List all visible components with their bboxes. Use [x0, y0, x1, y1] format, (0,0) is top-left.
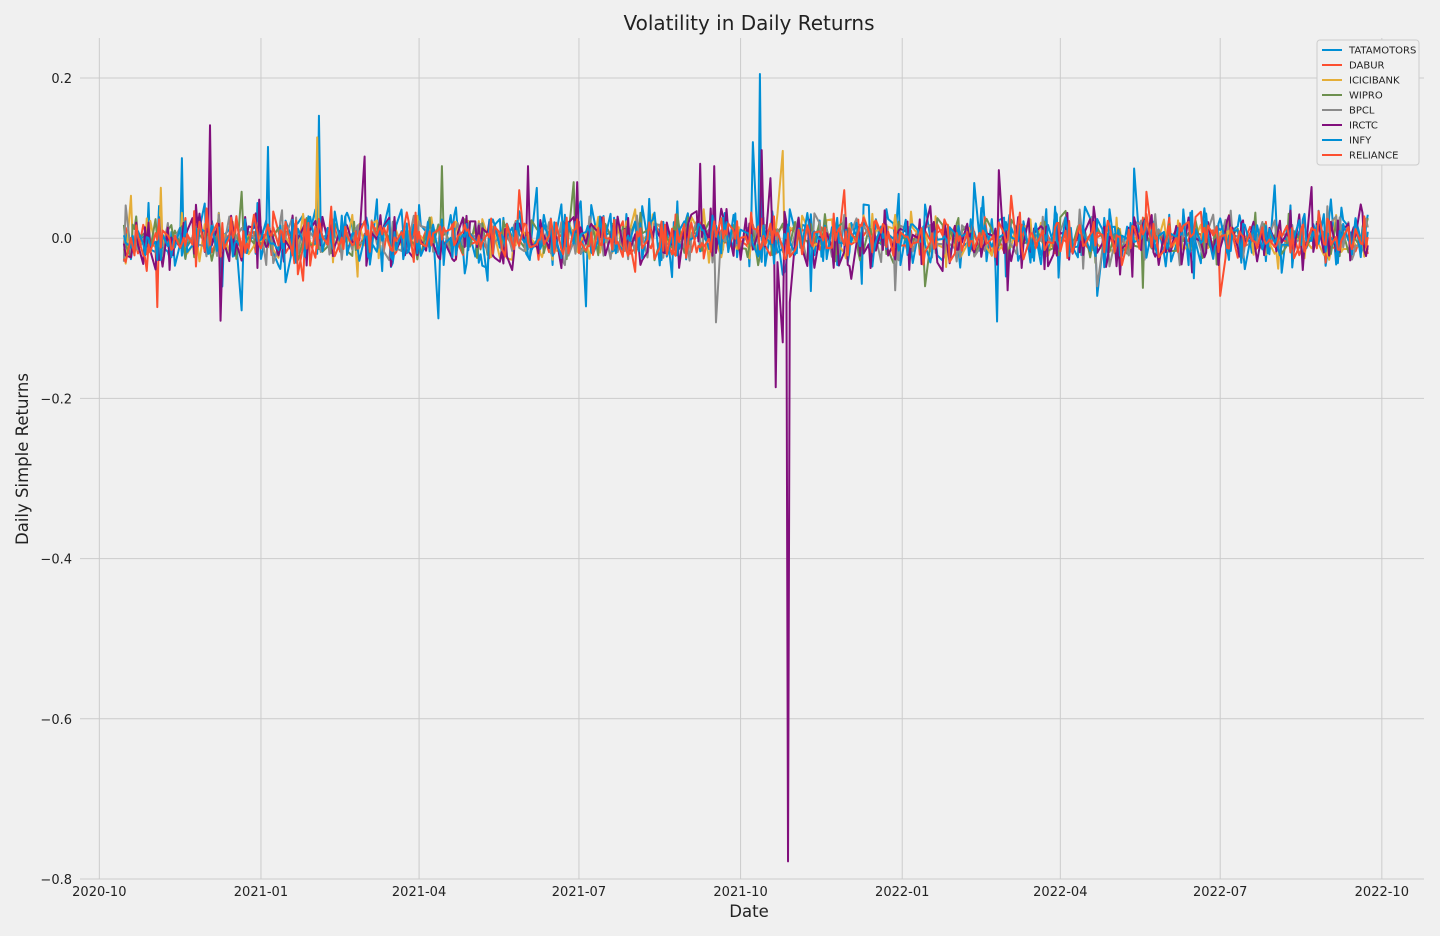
legend-label: WIPRO	[1349, 91, 1383, 102]
series-line-reliance	[123, 194, 1369, 276]
y-tick-label: 0.0	[51, 232, 72, 247]
y-tick-label: 0.2	[51, 72, 72, 87]
legend-label: ICICIBANK	[1349, 76, 1400, 87]
x-axis-label: Date	[729, 902, 768, 921]
x-tick-label: 2021-01	[234, 885, 288, 900]
legend-label: BPCL	[1349, 106, 1375, 117]
x-axis-ticks: 2020-10 2021-01 2021-04 2021-07 2021-10 2022-…	[72, 885, 1409, 900]
chart-title: Volatility in Daily Returns	[623, 11, 874, 35]
x-tick-label: 2022-01	[875, 885, 929, 900]
series-line-infy	[122, 181, 1369, 293]
legend-box	[1316, 39, 1420, 166]
x-tick-label: 2020-10	[72, 885, 126, 900]
x-tick-label: 2021-10	[713, 885, 767, 900]
x-tick-label: 2022-10	[1355, 885, 1409, 900]
x-tick-label: 2022-07	[1193, 885, 1247, 900]
legend: TATAMOTORS DABUR ICICIBANK WIPRO BPCL IRCTC IN…	[1316, 39, 1420, 166]
y-tick-label: −0.6	[40, 713, 72, 728]
legend-label: INFY	[1349, 136, 1372, 147]
x-tick-label: 2021-04	[392, 885, 446, 900]
x-tick-label: 2022-04	[1033, 885, 1087, 900]
y-tick-label: −0.2	[40, 392, 72, 407]
y-tick-label: −0.4	[40, 553, 72, 568]
x-tick-label: 2021-07	[552, 885, 606, 900]
series-layer	[122, 73, 1369, 863]
y-axis-label: Daily Simple Returns	[13, 373, 32, 545]
y-tick-label: −0.8	[40, 873, 72, 888]
legend-label: DABUR	[1349, 61, 1385, 72]
legend-label: RELIANCE	[1349, 151, 1398, 162]
legend-label: TATAMOTORS	[1348, 46, 1416, 57]
y-axis-ticks: 0.2 0.0 −0.2 −0.4 −0.6 −0.8	[40, 72, 72, 888]
legend-label: IRCTC	[1349, 121, 1378, 132]
